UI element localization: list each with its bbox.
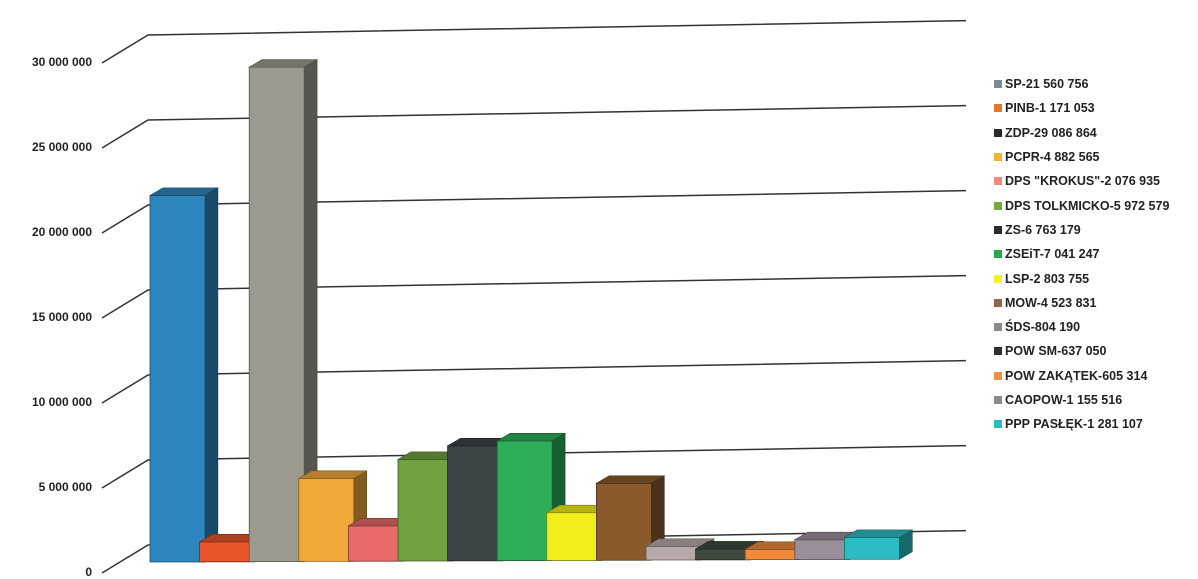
y-tick-label: 10 000 000 xyxy=(32,395,92,409)
legend-item: PPP PASŁĘK-1 281 107 xyxy=(994,412,1194,436)
legend-item: CAOPOW-1 155 516 xyxy=(994,388,1194,412)
legend-item: ZS-6 763 179 xyxy=(994,218,1194,242)
bars xyxy=(148,59,914,563)
legend-swatch xyxy=(994,104,1002,113)
legend-swatch xyxy=(994,347,1002,356)
legend-item: DPS TOLKMICKO-5 972 579 xyxy=(994,193,1194,217)
bar xyxy=(843,529,914,560)
legend-item: MOW-4 523 831 xyxy=(994,291,1194,315)
legend-swatch xyxy=(994,201,1002,210)
legend-swatch xyxy=(994,177,1002,186)
y-tick-label: 15 000 000 xyxy=(32,310,92,324)
legend-label: DPS TOLKMICKO-5 972 579 xyxy=(1005,198,1170,213)
legend-label: MOW-4 523 831 xyxy=(1005,295,1097,310)
legend-label: PCPR-4 882 565 xyxy=(1005,150,1100,165)
legend-label: CAOPOW-1 155 516 xyxy=(1005,393,1123,407)
legend-swatch xyxy=(994,396,1002,404)
legend-swatch xyxy=(994,225,1002,234)
y-tick-label: 20 000 000 xyxy=(32,225,92,239)
gridline xyxy=(101,444,967,489)
y-tick-label: 0 xyxy=(85,565,92,579)
legend-label: SP-21 560 756 xyxy=(1005,77,1089,92)
legend-item: PCPR-4 882 565 xyxy=(994,145,1194,169)
legend-item: ZDP-29 086 864 xyxy=(994,121,1194,145)
legend-swatch xyxy=(994,371,1002,380)
legend-label: POW SM-637 050 xyxy=(1005,344,1107,359)
legend-label: ZSEiT-7 041 247 xyxy=(1005,247,1100,262)
y-tick-label: 25 000 000 xyxy=(32,140,92,154)
bar xyxy=(148,187,219,563)
legend-swatch xyxy=(994,420,1002,429)
legend-label: ŚDS-804 190 xyxy=(1005,320,1081,335)
legend-swatch xyxy=(994,80,1002,89)
legend-swatch xyxy=(994,153,1002,162)
y-axis: 0 5 000 000 10 000 000 15 000 000 20 000 000… xyxy=(32,55,92,579)
gridline xyxy=(101,359,967,404)
gridline xyxy=(101,19,967,64)
gridline xyxy=(101,104,967,149)
legend-label: ZDP-29 086 864 xyxy=(1005,125,1097,140)
legend-item: ZSEiT-7 041 247 xyxy=(994,242,1194,266)
legend-label: POW ZAKĄTEK-605 314 xyxy=(1005,368,1148,383)
gridline xyxy=(101,274,967,319)
legend-label: PPP PASŁĘK-1 281 107 xyxy=(1005,417,1143,432)
bar xyxy=(248,59,319,563)
legend-swatch xyxy=(994,298,1002,307)
y-tick-label: 5 000 000 xyxy=(39,480,93,494)
legend-item: LSP-2 803 755 xyxy=(994,266,1194,290)
legend-swatch xyxy=(994,323,1002,332)
legend-label: DPS "KROKUS"-2 076 935 xyxy=(1005,174,1160,189)
legend-item: DPS "KROKUS"-2 076 935 xyxy=(994,169,1194,193)
legend-swatch xyxy=(994,128,1002,137)
legend-item: SP-21 560 756 xyxy=(994,72,1194,96)
legend-item: POW SM-637 050 xyxy=(994,339,1194,363)
y-tick-label: 30 000 000 xyxy=(32,55,92,69)
legend-item: PINB-1 171 053 xyxy=(994,96,1194,120)
legend-item: ŚDS-804 190 xyxy=(994,315,1194,339)
gridline xyxy=(101,529,967,574)
legend: SP-21 560 756 PINB-1 171 053 ZDP-29 086 86… xyxy=(994,72,1194,436)
legend-swatch xyxy=(994,274,1002,283)
gridline xyxy=(101,189,967,234)
gridlines xyxy=(101,19,967,574)
legend-label: ZS-6 763 179 xyxy=(1005,222,1081,237)
legend-swatch xyxy=(994,250,1002,259)
legend-label: PINB-1 171 053 xyxy=(1005,101,1095,116)
legend-label: LSP-2 803 755 xyxy=(1005,271,1090,286)
legend-item: POW ZAKĄTEK-605 314 xyxy=(994,364,1194,388)
